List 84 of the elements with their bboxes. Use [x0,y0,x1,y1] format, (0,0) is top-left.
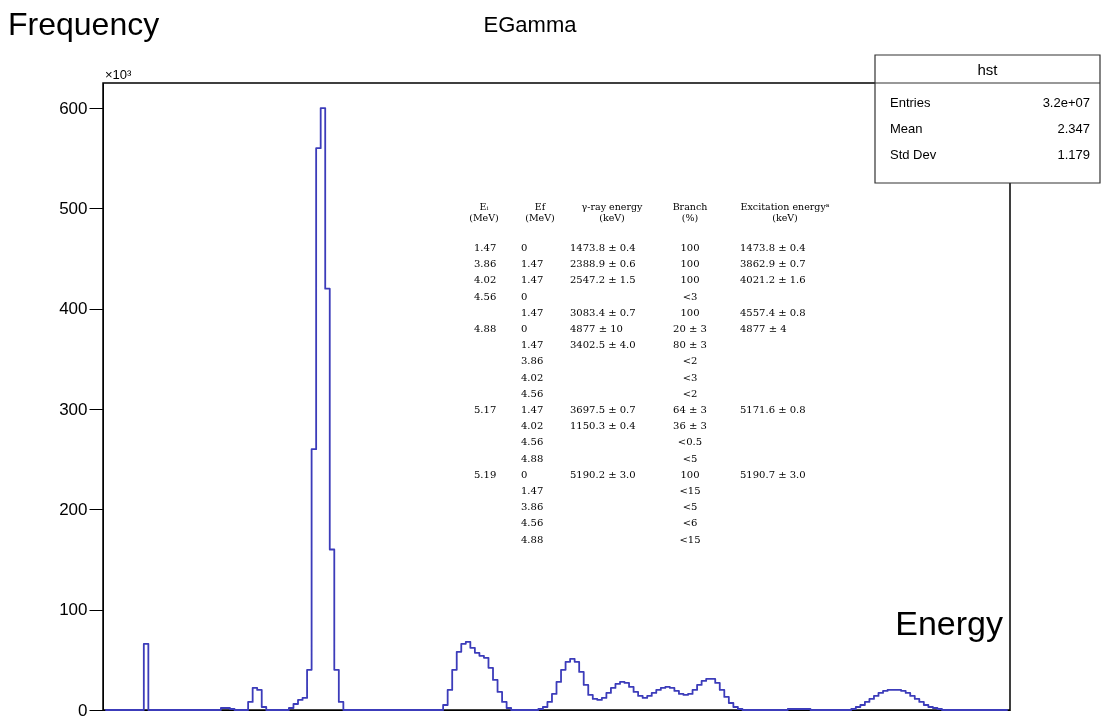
text: 100 [680,258,700,270]
text: 1.47 [521,404,544,415]
text: hst [977,61,999,78]
x-axis-title: Energy [895,604,1003,642]
text: 1.47 [521,306,544,318]
y-tick-label: 400 [59,299,88,319]
text: 1.47 [521,258,544,270]
text: 1.47 [521,339,544,351]
text: <3 [682,290,698,302]
text: 3.86 [521,355,544,367]
y-tick-label: 600 [59,98,88,118]
text: 5190.7 ± 3.0 [740,468,806,480]
text: 4.02 [521,420,544,432]
annotation: Entries [890,95,931,110]
text: 0 [521,323,528,334]
text: 1473.8 ± 0.4 [740,242,806,253]
text: 3.2e+07 [1042,95,1090,110]
text: 4.88 [474,323,497,334]
text: 1150.3 ± 0.4 [570,420,636,432]
text: 1.179 [1057,147,1090,162]
annotation: Mean [890,121,923,136]
text: <0.5 [677,436,703,448]
text: <5 [682,501,698,513]
text: <15 [679,485,701,496]
y-tick-label: 500 [59,198,88,218]
annotation: Std Dev [890,147,937,162]
text: 0 [521,290,528,302]
text: 2.347 [1057,121,1090,136]
category-label: Ef (MeV) [525,201,555,223]
text: 4877 ± 4 [740,323,787,334]
text: 5190.2 ± 3.0 [570,468,636,480]
text: 1.47 [521,485,544,496]
text: ×10³ [105,67,133,82]
text: 4557.4 ± 0.8 [740,306,806,318]
category-label: γ-ray energy (keV) [581,201,644,223]
text: <5 [682,452,698,464]
text: 4.88 [521,533,544,545]
text: 100 [680,274,700,286]
text: 2388.9 ± 0.6 [570,258,636,270]
y-tick-label: 100 [59,600,88,620]
text: <15 [679,533,701,545]
text: 1.47 [521,274,544,286]
text: 3.86 [474,258,497,270]
text: <3 [682,371,698,383]
text: 5.19 [474,468,497,480]
text: 3862.9 ± 0.7 [740,258,806,270]
text: 0 [521,468,528,480]
text: 100 [680,468,700,480]
text: 36 ± 3 [673,420,707,432]
text: 1473.8 ± 0.4 [570,242,636,253]
category-label: Branch (%) [672,201,708,223]
category-label: Excitation energyᵃ (keV) [740,201,830,223]
text: 1.47 [474,242,497,253]
text: 64 ± 3 [673,404,707,415]
text: 20 ± 3 [673,323,707,334]
text: 4021.2 ± 1.6 [740,274,806,286]
text: 100 [680,306,700,318]
text: 4.56 [521,436,544,448]
y-tick-label: 200 [59,499,88,519]
text: 2547.2 ± 1.5 [570,274,636,286]
text: 3697.5 ± 0.7 [570,404,636,415]
text: 0 [521,242,528,253]
text: <2 [682,355,698,367]
y-axis-title: Frequency [8,6,160,42]
y-tick-label: 300 [59,399,88,419]
text: 80 ± 3 [673,339,707,351]
text: 5171.6 ± 0.8 [740,404,806,415]
text: 4.02 [474,274,497,286]
text: 3.86 [521,501,544,513]
text: 4.56 [521,517,544,529]
chart-title: EGamma [483,12,578,37]
text: 4.88 [521,452,544,464]
text: 4.56 [474,290,497,302]
text: 3083.4 ± 0.7 [570,306,636,318]
text: <6 [682,517,698,529]
text: 4.56 [521,387,544,399]
text: 100 [680,242,700,253]
text: 4877 ± 10 [570,323,623,334]
text: <2 [682,387,698,399]
y-tick-label: 0 [78,700,88,718]
text: 5.17 [474,404,497,415]
category-label: Eᵢ (MeV) [469,201,499,223]
text: 4.02 [521,371,544,383]
text: 3402.5 ± 4.0 [570,339,636,351]
